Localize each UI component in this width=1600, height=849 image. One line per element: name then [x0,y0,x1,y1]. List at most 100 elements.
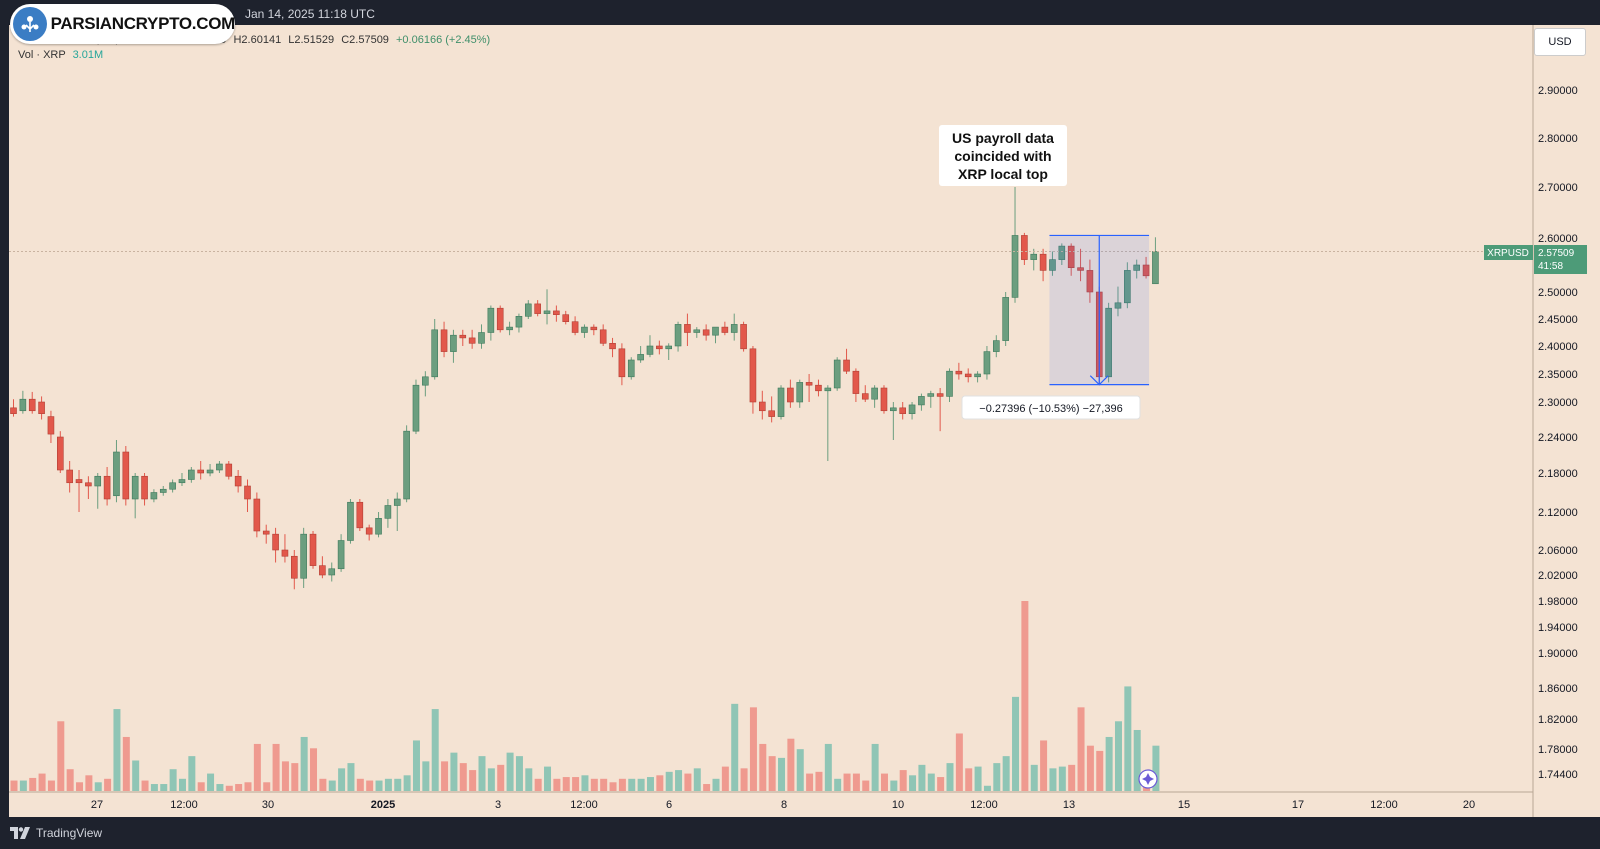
candle[interactable] [908,402,916,420]
candle[interactable] [1152,237,1159,285]
candle[interactable] [609,337,616,358]
candle[interactable] [562,310,570,325]
candle[interactable] [918,393,925,411]
candle[interactable] [693,327,701,338]
candle[interactable] [665,343,673,360]
candle[interactable] [553,305,560,322]
candle[interactable] [159,486,167,496]
candle[interactable] [356,499,364,531]
candle[interactable] [627,357,635,380]
candle[interactable] [1030,248,1038,271]
candle[interactable] [674,321,682,352]
candle[interactable] [590,324,598,336]
candle[interactable] [141,473,148,506]
candle[interactable] [384,499,392,528]
candle[interactable] [487,305,495,341]
candle[interactable] [1124,262,1131,309]
candle[interactable] [188,467,195,483]
candle[interactable] [833,357,841,391]
candle[interactable] [365,524,373,541]
candle[interactable] [131,473,139,519]
candle[interactable] [1133,259,1140,279]
candle[interactable] [524,300,532,319]
candle[interactable] [178,473,186,486]
candle[interactable] [805,374,813,402]
candle[interactable] [75,470,83,512]
candle[interactable] [337,534,345,572]
candle[interactable] [506,321,513,336]
currency-selector[interactable]: USD [1534,28,1586,56]
candle[interactable] [1114,286,1122,317]
candle[interactable] [169,479,176,493]
candle[interactable] [206,464,214,477]
candle[interactable] [328,562,336,582]
candle[interactable] [403,425,410,503]
candle[interactable] [777,385,785,420]
candle[interactable] [225,461,233,480]
candle[interactable] [618,343,626,386]
candle[interactable] [459,329,467,346]
candle[interactable] [936,388,944,432]
candle[interactable] [1077,248,1084,282]
candle[interactable] [534,300,541,317]
candle[interactable] [955,362,963,380]
time-axis[interactable]: 27 12:00 30 2025 3 12:00 6 8 10 12:00 13 15 17 12:00 2… [9,791,1533,811]
price-scale[interactable]: 2.90000 2.80000 2.70000 2.60000 2.50000 2.450… [1532,25,1600,817]
candle[interactable] [300,527,307,588]
candle[interactable] [1039,248,1047,282]
candle[interactable] [468,329,476,349]
candle[interactable] [272,527,279,563]
candle[interactable] [702,324,710,341]
candle[interactable] [758,390,766,420]
candle[interactable] [150,489,158,503]
candle[interactable] [656,340,663,355]
candle[interactable] [927,390,935,408]
candle[interactable] [262,524,270,544]
candle[interactable] [66,461,73,493]
candle[interactable] [796,379,804,408]
candle[interactable] [19,390,27,414]
candle[interactable] [983,346,991,380]
candle[interactable] [964,368,972,383]
candle[interactable] [740,321,747,352]
candle[interactable] [768,396,775,423]
candle[interactable] [1049,251,1056,276]
candle[interactable] [440,321,448,358]
candle[interactable] [94,473,102,509]
candle[interactable] [581,324,588,338]
tradingview-branding[interactable]: TradingView [10,826,102,840]
candle[interactable] [319,556,326,579]
candle[interactable] [122,446,130,506]
candle[interactable] [431,319,439,380]
candle[interactable] [113,440,120,503]
candle[interactable] [28,391,36,414]
candle[interactable] [543,289,551,325]
candle[interactable] [1142,256,1150,279]
candle[interactable] [946,368,953,402]
candle[interactable] [47,410,55,443]
candle[interactable] [450,329,457,363]
candle[interactable] [599,324,607,346]
candle[interactable] [871,385,878,408]
candle[interactable] [646,335,654,358]
candle[interactable] [234,470,242,493]
candle[interactable] [393,492,401,532]
candle[interactable] [730,313,738,341]
candle[interactable] [974,371,981,383]
candle[interactable] [749,346,757,414]
candle[interactable] [890,402,897,440]
candle[interactable] [1086,259,1094,303]
candle[interactable] [1011,187,1019,303]
candle[interactable] [992,335,1000,358]
candle[interactable] [422,371,429,397]
candle[interactable] [880,385,888,414]
candle[interactable] [281,534,289,563]
candle[interactable] [684,313,691,346]
candle[interactable] [1105,302,1112,383]
candle[interactable] [309,531,317,569]
candle[interactable] [347,499,354,544]
candle[interactable] [815,379,822,397]
candle[interactable] [571,316,579,336]
candle[interactable] [899,402,907,420]
